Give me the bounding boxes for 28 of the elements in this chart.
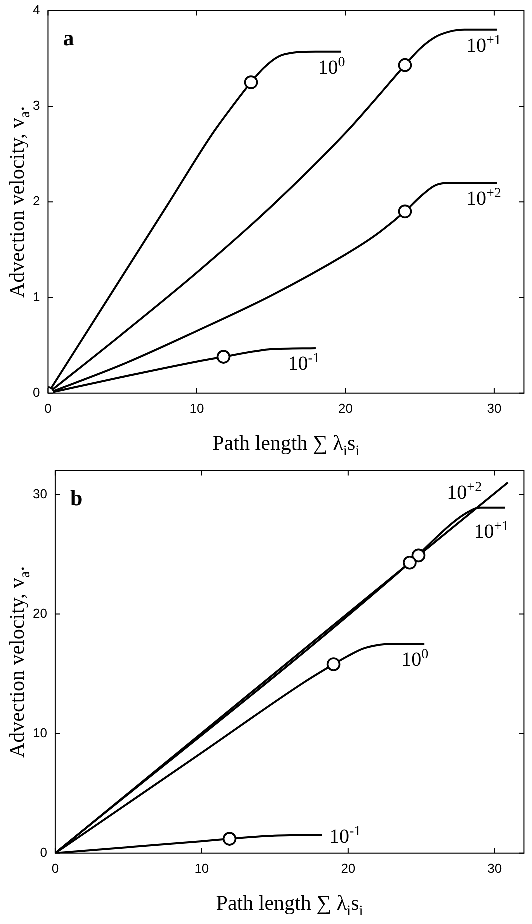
series-label: 10$^{+1}$ — [474, 519, 510, 543]
y-tick-label: 0 — [40, 844, 48, 860]
series-label: 10$^{+1}$ — [466, 33, 502, 57]
series-label: 10$^{-1}$ — [288, 352, 320, 376]
legend-label: 10$^{+2}$ — [447, 480, 482, 504]
y-tick-label: 10 — [32, 725, 48, 740]
y-tick-label: 4 — [32, 2, 40, 18]
series-label: 10$^{0}$ — [318, 55, 346, 79]
y-tick-label: 3 — [32, 98, 40, 114]
y-axis-title: Advection velocity, va. — [5, 566, 34, 758]
y-tick-label: 1 — [32, 289, 40, 304]
x-tick-label: 20 — [338, 400, 353, 416]
y-axis-title: Advection velocity, va. — [5, 106, 34, 298]
y-tick-label: 30 — [32, 486, 48, 502]
y-tick-label: 20 — [32, 606, 48, 621]
series-label: 10$^{0}$ — [402, 648, 429, 672]
y-tick-label: 0 — [32, 384, 40, 400]
x-tick-label: 0 — [52, 860, 60, 876]
legend-label: 10$^{+2}$ — [466, 186, 502, 210]
x-tick-label: 20 — [341, 860, 356, 876]
text: b — [70, 485, 83, 510]
x-tick-label: 30 — [488, 860, 502, 876]
x-tick-label: 10 — [190, 400, 204, 416]
text: a — [63, 25, 74, 50]
x-tick-label: 10 — [194, 860, 210, 876]
x-tick-label: 30 — [487, 400, 502, 416]
y-tick-label: 2 — [32, 194, 40, 209]
series-label: 10$^{-1}$ — [330, 824, 362, 848]
